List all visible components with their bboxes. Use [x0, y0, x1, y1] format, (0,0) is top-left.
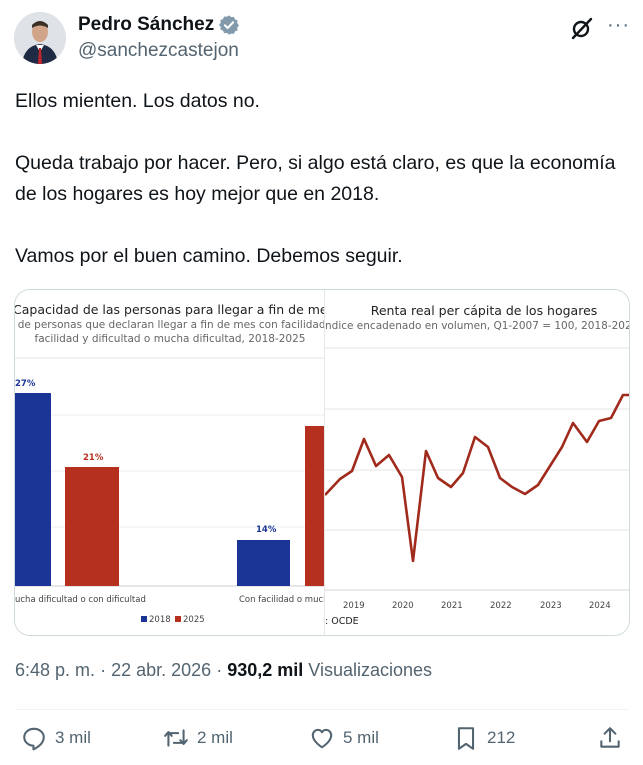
svg-text:14%: 14%: [256, 525, 277, 535]
tweet-header: Pedro Sánchez @sanchezcastejon ···: [14, 12, 634, 68]
bar-2018-difficulty: [15, 393, 51, 586]
svg-text:2020: 2020: [392, 601, 414, 611]
divider: [15, 709, 629, 710]
svg-text:2018: 2018: [149, 615, 171, 625]
tweet-media[interactable]: Capacidad de las personas para llegar a …: [14, 289, 630, 636]
action-bar: 3 mil 2 mil 5 mil 212: [15, 725, 629, 759]
bar-2018-ease: [237, 540, 290, 586]
svg-text:2022: 2022: [490, 601, 512, 611]
share-icon: [600, 727, 620, 748]
reply-icon: [23, 727, 45, 751]
svg-text:2019: 2019: [343, 601, 365, 611]
bar-chart-plot: 27% 21% 14% ucha dificultad o con dificu…: [15, 357, 325, 625]
line-chart-plot: 2019 2020 2021 2022 2023 2024 : OCDE: [325, 347, 629, 627]
bar-chart-subtitle-2: facilidad y dificultad o mucha dificulta…: [34, 333, 306, 345]
line-chart-title: Renta real per cápita de los hogares: [370, 303, 598, 318]
tweet-meta: 6:48 p. m. · 22 abr. 2026 · 930,2 mil Vi…: [15, 660, 433, 680]
reply-button[interactable]: 3 mil: [21, 725, 91, 751]
tweet-paragraph: Ellos mienten. Los datos no.: [15, 90, 260, 112]
author-name-row: Pedro Sánchez: [78, 14, 240, 36]
svg-text:ucha dificultad o con dificult: ucha dificultad o con dificultad: [15, 595, 146, 605]
views-count: 930,2 mil: [227, 660, 304, 680]
line-chart-subtitle: ndice encadenado en volumen, Q1-2007 = 1…: [325, 320, 630, 332]
like-icon: [311, 728, 333, 749]
svg-text:: OCDE: : OCDE: [325, 616, 359, 627]
share-button[interactable]: [597, 725, 631, 751]
bookmark-count: 212: [487, 728, 516, 747]
svg-text:2021: 2021: [441, 601, 463, 611]
repost-count: 2 mil: [197, 728, 233, 747]
tweet-time[interactable]: 6:48 p. m.: [15, 660, 96, 680]
svg-text:2024: 2024: [589, 601, 611, 611]
bar-2025-difficulty: [65, 467, 119, 586]
author-name[interactable]: Pedro Sánchez: [78, 14, 215, 35]
bar-2025-ease: [305, 426, 325, 586]
bar-chart-title: Capacidad de las personas para llegar a …: [14, 302, 335, 317]
tweet-paragraph: Queda trabajo por hacer. Pero, si algo e…: [15, 152, 616, 205]
bar-chart-subtitle-1: je de personas que declaran llegar a fin…: [14, 319, 326, 331]
tweet-date[interactable]: 22 abr. 2026: [111, 660, 212, 680]
repost-button[interactable]: 2 mil: [163, 725, 233, 751]
views-label: Visualizaciones: [308, 660, 433, 680]
avatar[interactable]: [14, 12, 66, 64]
line-chart-image[interactable]: Renta real per cápita de los hogares ndi…: [324, 290, 630, 635]
like-button[interactable]: 5 mil: [309, 725, 379, 751]
repost-icon: [164, 729, 188, 747]
author-handle[interactable]: @sanchezcastejon: [78, 40, 239, 61]
svg-text:2025: 2025: [183, 615, 205, 625]
bookmark-icon: [457, 727, 475, 750]
reply-count: 3 mil: [55, 728, 91, 747]
svg-text:27%: 27%: [15, 379, 36, 389]
svg-text:2023: 2023: [540, 601, 562, 611]
tweet-text: Ellos mienten. Los datos no. Queda traba…: [15, 86, 625, 272]
tweet-paragraph: Vamos por el buen camino. Debemos seguir…: [15, 245, 403, 267]
like-count: 5 mil: [343, 728, 379, 747]
bookmark-button[interactable]: 212: [453, 725, 515, 751]
grok-icon[interactable]: [570, 16, 594, 40]
svg-text:Con facilidad o mucha: Con facilidad o mucha: [239, 595, 325, 605]
verified-badge-icon: [219, 15, 240, 35]
more-options-button[interactable]: ···: [607, 14, 630, 36]
bar-chart-image[interactable]: Capacidad de las personas para llegar a …: [14, 290, 335, 635]
svg-text:21%: 21%: [83, 453, 104, 463]
